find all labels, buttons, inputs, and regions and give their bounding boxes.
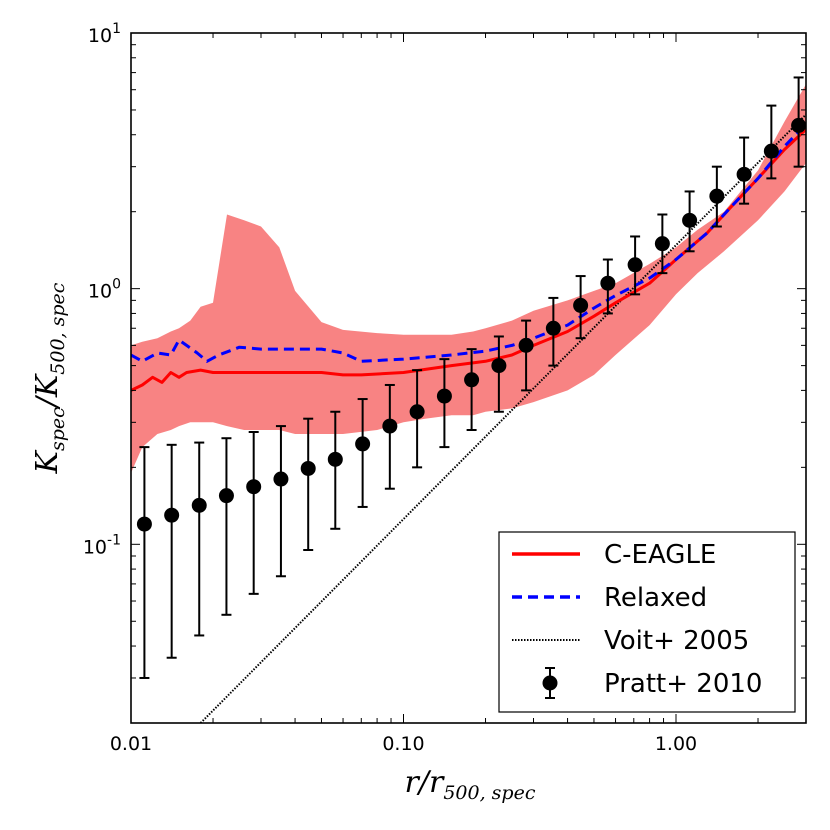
data-marker (246, 479, 262, 495)
pratt-point (409, 369, 425, 469)
data-marker (600, 275, 616, 291)
pratt-point (573, 275, 589, 340)
data-marker (382, 418, 398, 434)
pratt-point (545, 296, 561, 367)
pratt-point (136, 446, 152, 679)
data-marker (464, 372, 480, 388)
pratt-point (654, 213, 670, 275)
x-tick-label: 0.10 (382, 733, 424, 755)
data-marker (409, 404, 425, 420)
pratt-point (164, 443, 180, 659)
pratt-point (218, 437, 234, 616)
pratt-point (273, 425, 289, 578)
x-axis-title: r/r500, spec (405, 765, 536, 804)
pratt-point (436, 358, 452, 449)
pratt-point (246, 430, 262, 595)
data-marker (545, 320, 561, 336)
data-marker (763, 143, 779, 159)
pratt-point (355, 398, 371, 508)
pratt-point (518, 319, 534, 392)
data-marker (136, 516, 152, 532)
pratt-point (491, 335, 507, 413)
legend-label-c-eagle: C-EAGLE (604, 540, 716, 570)
data-marker (300, 460, 316, 476)
x-tick-label: 0.01 (110, 733, 152, 755)
series-line-voit-2005 (199, 113, 806, 723)
pratt-point (327, 410, 343, 530)
legend-label-voit: Voit+ 2005 (604, 626, 749, 656)
y-tick-label: 101 (88, 21, 121, 47)
pratt-point (191, 441, 207, 637)
pratt-point (682, 190, 698, 253)
pratt-point (300, 417, 316, 552)
scatter-band (131, 84, 806, 474)
data-marker (736, 166, 752, 182)
data-marker (218, 488, 234, 504)
pratt-point (709, 165, 725, 228)
y-tick-label: 100 (88, 277, 121, 303)
data-marker (791, 117, 806, 133)
data-marker (573, 297, 589, 313)
data-marker (654, 236, 670, 252)
series-line-relaxed (131, 123, 806, 363)
data-marker (709, 188, 725, 204)
plot-area (131, 76, 806, 723)
y-tick-label: 10-1 (83, 532, 121, 558)
data-marker (273, 471, 289, 487)
data-marker (518, 337, 534, 353)
data-marker (164, 507, 180, 523)
y-axis-title: Kspec/K500, spec (30, 282, 69, 474)
data-marker (327, 451, 343, 467)
axis-ticks (130, 32, 807, 724)
legend-label-relaxed: Relaxed (604, 583, 707, 613)
pratt-point (763, 104, 779, 180)
pratt-point (736, 136, 752, 205)
legend-swatch-pratt (542, 667, 558, 699)
legend: C-EAGLE Relaxed Voit+ 2005 Pratt+ 2010 (498, 531, 796, 713)
data-marker (682, 212, 698, 228)
x-tick-label: 1.00 (655, 733, 697, 755)
pratt-point (627, 235, 643, 296)
axes-frame (130, 32, 807, 724)
data-marker (355, 436, 371, 452)
pratt-point (382, 383, 398, 490)
pratt-point (600, 258, 616, 315)
data-marker (491, 358, 507, 374)
pratt-point (791, 76, 806, 168)
data-marker (627, 257, 643, 273)
axis-tick-labels: 0.01 0.10 1.00 10-1 100 101 (83, 21, 697, 755)
pratt-point (464, 348, 480, 431)
legend-label-pratt: Pratt+ 2010 (604, 669, 762, 699)
data-marker (191, 497, 207, 513)
data-marker (436, 388, 452, 404)
